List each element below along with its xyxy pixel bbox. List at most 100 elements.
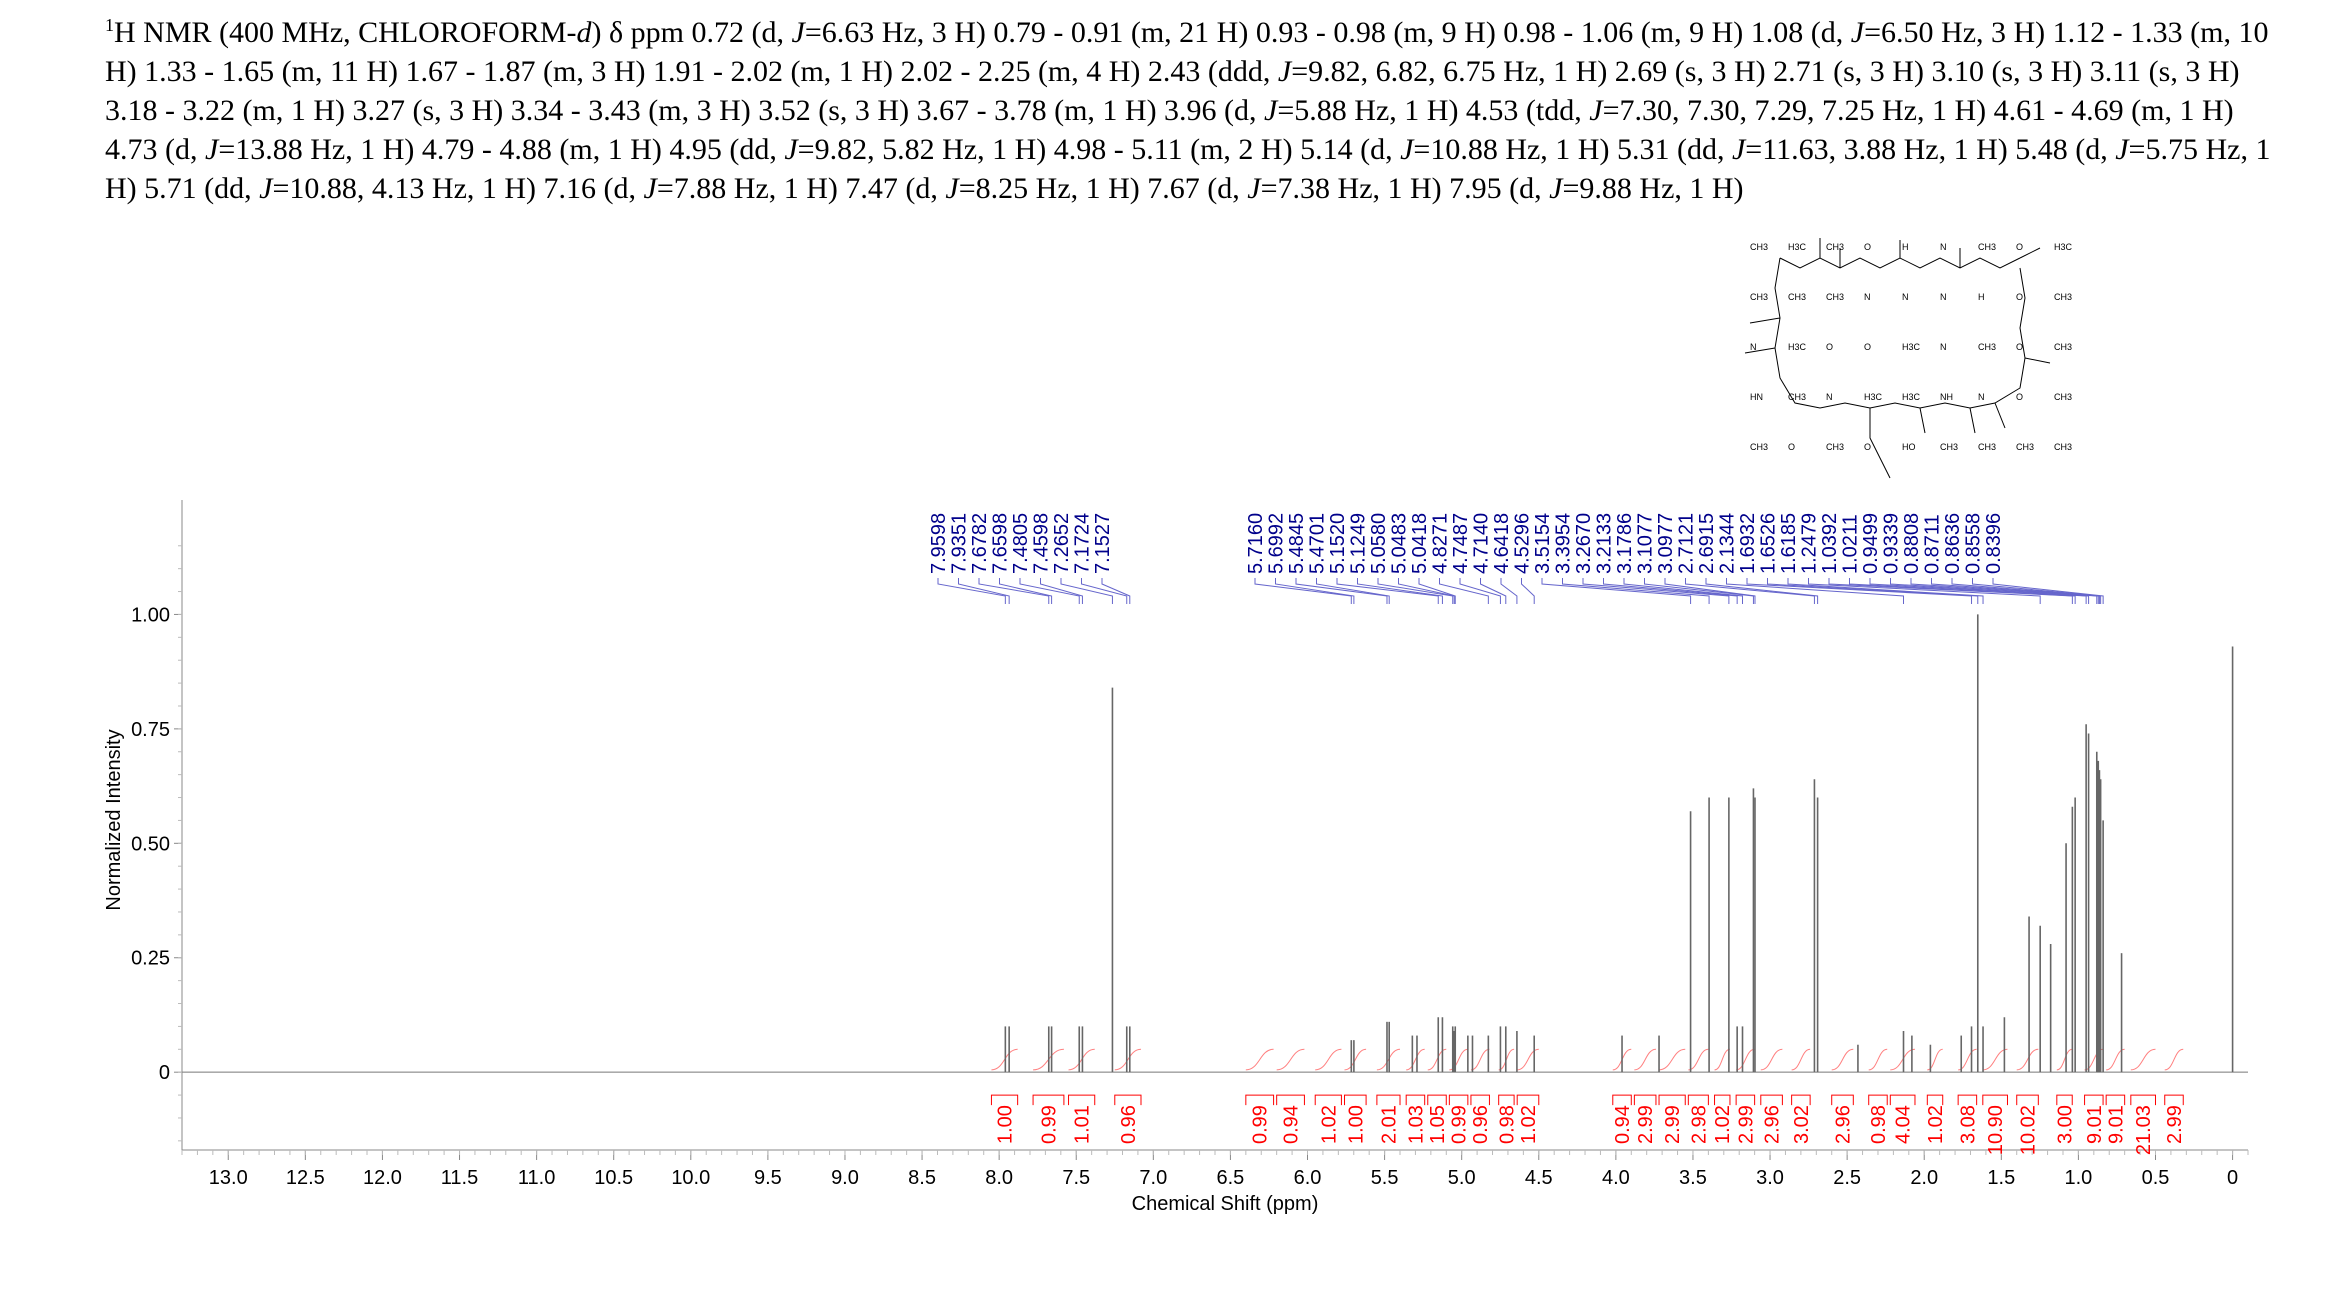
- integral-value: 2.98: [1688, 1105, 1710, 1144]
- description-run: J: [259, 172, 273, 205]
- description-run: J: [643, 172, 657, 205]
- peak-label-connector: [1582, 578, 1730, 604]
- integral-value: 1.00: [995, 1105, 1017, 1144]
- integral-bracket: [1276, 1094, 1305, 1106]
- y-tick-label: 0.50: [131, 833, 170, 855]
- description-run: =8.25 Hz, 1 H) 7.67 (d,: [958, 172, 1248, 205]
- peak-label-connector: [1336, 578, 1439, 604]
- y-axis-label: Normalized Intensity: [103, 729, 125, 910]
- peak-label-connector: [1101, 578, 1131, 604]
- peak-label-connector: [1603, 578, 1738, 604]
- integral-bracket: [1068, 1094, 1096, 1106]
- description-run: =9.82, 5.82 Hz, 1 H) 4.98 - 5.11 (m, 2 H…: [797, 133, 1401, 166]
- peak-label-connector: [1685, 578, 1815, 604]
- x-tick-label: 1.5: [1987, 1167, 2015, 1189]
- atom-label: CH3: [1826, 242, 1844, 252]
- peak-label: 3.2670: [1573, 513, 1595, 574]
- peak-label: 7.1724: [1072, 513, 1094, 574]
- description-run: ) δ ppm 0.72 (d,: [591, 16, 792, 49]
- x-tick-label: 5.5: [1371, 1167, 1399, 1189]
- integral-value: 0.94: [1281, 1105, 1303, 1144]
- description-run: =6.50 Hz, 3 H) 1.12 - 1.33 (m, 10 H) 1.3…: [105, 16, 2269, 88]
- description-run: =7.30, 7.30, 7.29, 7.25 Hz, 1 H) 4.61 - …: [105, 94, 2234, 166]
- atom-label: O: [1864, 442, 1871, 452]
- atom-label: CH3: [2054, 442, 2072, 452]
- integral-curve: [2056, 1048, 2073, 1071]
- integral-bracket: [1405, 1094, 1426, 1106]
- atom-label: CH3: [2054, 292, 2072, 302]
- integral-value: 1.05: [1427, 1105, 1449, 1144]
- description-run: =10.88 Hz, 1 H) 5.31 (dd,: [1413, 133, 1732, 166]
- integral-value: 1.02: [1712, 1105, 1734, 1144]
- isotope-superscript: 1: [105, 15, 114, 35]
- x-tick-label: 7.5: [1062, 1167, 1090, 1189]
- peak-labels: 7.95987.93517.67827.65987.48057.45987.26…: [928, 513, 2104, 604]
- description-run: d: [576, 16, 592, 49]
- integral-bracket: [1735, 1094, 1756, 1106]
- peak-label: 7.4598: [1031, 513, 1053, 574]
- peak-label: 3.5154: [1532, 513, 1554, 574]
- x-tick-label: 1.0: [2064, 1167, 2092, 1189]
- y-tick-label: 0.75: [131, 719, 170, 741]
- integral-labels: 1.00 0.99 1.01 0.96 0.99 0.94 1.02 1.00 2.01 1.03…: [990, 1094, 2186, 1155]
- integral-curve: [1114, 1048, 1142, 1071]
- atom-label: CH3: [1826, 292, 1844, 302]
- description-run: =7.88 Hz, 1 H) 7.47 (d,: [656, 172, 946, 205]
- atom-label: CH3: [2054, 392, 2072, 402]
- atom-label: O: [2016, 242, 2023, 252]
- peak-label: 3.2133: [1594, 513, 1616, 574]
- integral-value: 0.99: [1038, 1105, 1060, 1144]
- integral-bracket: [1114, 1094, 1142, 1106]
- peak-label-connector: [1500, 578, 1518, 604]
- integral-value: 9.01: [2084, 1105, 2106, 1144]
- description-run: =9.82, 6.82, 6.75 Hz, 1 H) 2.69 (s, 3 H)…: [105, 55, 2240, 127]
- integral-value: 1.03: [1405, 1105, 1427, 1144]
- integral-bracket: [1831, 1094, 1854, 1106]
- peak-label-connector: [1060, 578, 1113, 604]
- atom-label: O: [1864, 342, 1871, 352]
- integral-bracket: [1032, 1094, 1065, 1106]
- integral-value: 2.99: [1635, 1105, 1657, 1144]
- peak-label: 0.8808: [1901, 513, 1923, 574]
- description-run: H NMR (400 MHz, CHLOROFORM-: [114, 16, 577, 49]
- atom-label: CH3: [1788, 292, 1806, 302]
- integral-value: 0.96: [1470, 1105, 1492, 1144]
- integral-bracket: [2105, 1094, 2126, 1106]
- integral-value: 2.96: [1762, 1105, 1784, 1144]
- integral-curve: [1427, 1048, 1447, 1071]
- peak-label-connector: [1521, 578, 1535, 604]
- x-tick-label: 8.5: [908, 1167, 936, 1189]
- x-tick-label: 12.5: [286, 1167, 325, 1189]
- integral-bracket: [2130, 1094, 2156, 1106]
- atom-label: H: [1902, 242, 1909, 252]
- integral-bracket: [1427, 1094, 1447, 1106]
- peak-label-connector: [1275, 578, 1355, 604]
- description-run: =6.63 Hz, 3 H) 0.79 - 0.91 (m, 21 H) 0.9…: [804, 16, 1851, 49]
- peak-label-connector: [1254, 578, 1352, 604]
- atom-label: CH3: [1940, 442, 1958, 452]
- peak-label: 4.5296: [1512, 513, 1534, 574]
- integral-value: 10.02: [2018, 1105, 2040, 1155]
- peak-label: 4.7140: [1471, 513, 1493, 574]
- peak-label-connector: [1869, 578, 2087, 604]
- integral-bracket: [1658, 1094, 1686, 1106]
- integral-curve: [1245, 1048, 1274, 1071]
- peak-label: 5.4701: [1307, 513, 1329, 574]
- atom-label: CH3: [1978, 442, 1996, 452]
- peak-label-connector: [1910, 578, 2098, 604]
- structure-bonds: [1744, 238, 2051, 479]
- atom-label: O: [1788, 442, 1795, 452]
- integral-bracket: [1760, 1094, 1783, 1106]
- integral-value: 1.01: [1072, 1105, 1094, 1144]
- atom-label: N: [1940, 242, 1947, 252]
- description-run: J: [945, 172, 959, 205]
- integral-value: 3.02: [1791, 1105, 1813, 1144]
- description-run: =10.88, 4.13 Hz, 1 H) 7.16 (d,: [272, 172, 644, 205]
- atom-label: CH3: [2016, 442, 2034, 452]
- integral-curve: [1634, 1048, 1657, 1071]
- atom-label: N: [1940, 342, 1947, 352]
- integral-value: 3.00: [2055, 1105, 2077, 1144]
- peak-label: 4.7487: [1450, 513, 1472, 574]
